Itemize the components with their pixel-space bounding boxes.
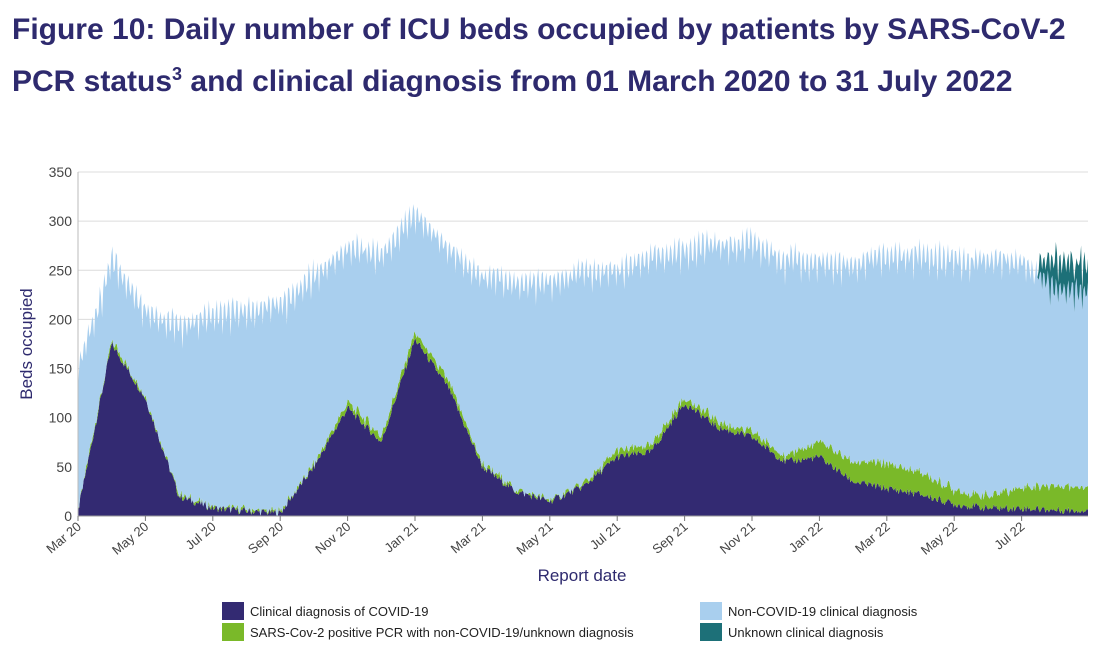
legend-label-pcr-positive: SARS-Cov-2 positive PCR with non-COVID-1… [250,624,634,640]
x-tick-label-2: Jul 20 [183,519,219,553]
stacked-areas [78,204,1088,516]
chart-title-main: Figure 10: Daily number of ICU beds occu… [12,13,1066,98]
legend-label-unknown: Unknown clinical diagnosis [728,624,884,640]
y-axis: 0 50 100 150 200 250 300 350 [49,164,79,524]
legend-swatch-unknown [700,623,722,641]
y-tick-label-350: 350 [49,164,73,180]
x-tick-label-0: Mar 20 [43,519,84,557]
chart-title-rest: and clinical diagnosis from 01 March 202… [182,65,1013,98]
x-tick-label-4: Nov 20 [312,519,353,557]
y-tick-label-300: 300 [49,213,73,229]
area-series-1 [78,331,1088,516]
x-tick-label-13: May 22 [918,519,960,558]
x-axis: Mar 20 May 20 Jul 20 Sep 20 Nov 20 Jan 21 Mar … [43,515,1088,558]
legend-label-non-covid: Non-COVID-19 clinical diagnosis [728,603,918,619]
legend-item-covid: Clinical diagnosis of COVID-19 [222,602,428,620]
legend-label-covid: Clinical diagnosis of COVID-19 [250,603,429,619]
legend-swatch-pcr-positive [222,623,244,641]
x-tick-label-7: May 21 [513,519,555,558]
x-tick-label-10: Nov 21 [717,519,758,557]
y-tick-label-50: 50 [56,459,72,475]
x-tick-label-8: Jul 21 [587,519,623,553]
legend-item-pcr-positive: SARS-Cov-2 positive PCR with non-COVID-1… [222,623,634,641]
x-tick-label-6: Mar 21 [448,519,489,557]
area-series-2 [78,204,1088,516]
x-tick-label-1: May 20 [109,519,151,558]
area-chart: 0 50 100 150 200 250 300 350 Mar 20 May 20 Jul 20… [17,164,1088,585]
chart-title: Figure 10: Daily number of ICU beds occu… [12,4,1102,108]
y-tick-label-0: 0 [64,508,72,524]
y-tick-label-100: 100 [49,410,73,426]
legend-item-non-covid: Non-COVID-19 clinical diagnosis [700,602,917,620]
y-tick-label-200: 200 [49,311,73,327]
area-series-0 [78,338,1088,516]
legend-swatch-covid [222,602,244,620]
legend-item-unknown: Unknown clinical diagnosis [700,623,883,641]
x-axis-label: Report date [538,566,627,585]
chart-title-footnote-ref: 3 [172,64,183,84]
x-tick-label-12: Mar 22 [852,519,893,557]
x-tick-label-3: Sep 20 [245,519,286,557]
legend: Clinical diagnosis of COVID-19 SARS-Cov-… [0,600,1107,650]
legend-swatch-non-covid [700,602,722,620]
x-tick-label-14: Jul 22 [991,519,1027,553]
y-tick-label-250: 250 [49,262,73,278]
y-axis-label: Beds occupied [17,288,36,400]
x-tick-label-9: Sep 21 [649,519,690,557]
x-tick-label-5: Jan 21 [381,519,421,556]
x-tick-label-11: Jan 22 [786,519,826,556]
y-tick-label-150: 150 [49,361,73,377]
